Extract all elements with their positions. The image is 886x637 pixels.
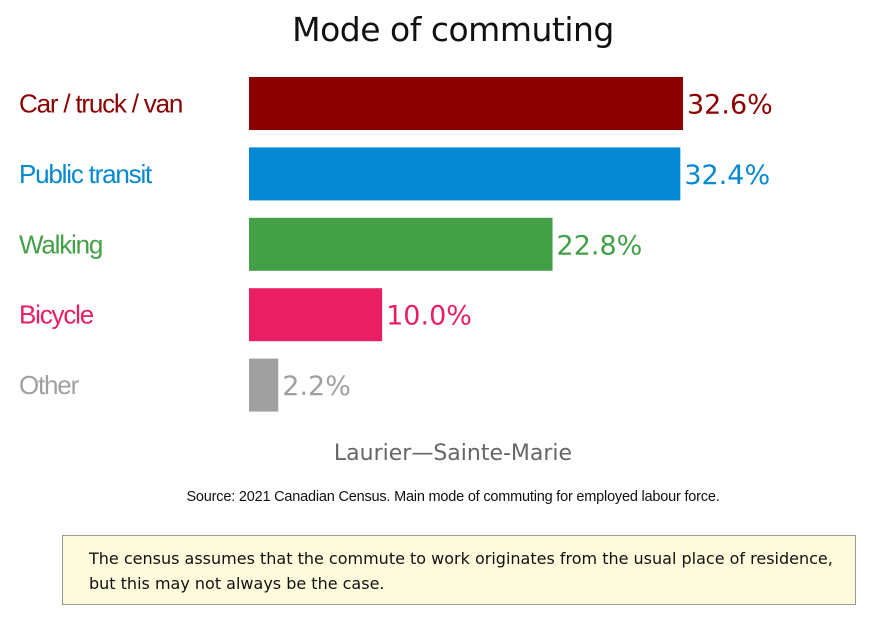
value-label-public-transit: 32.4% — [684, 160, 770, 191]
value-label-bicycle: 10.0% — [386, 301, 472, 332]
source-note: Source: 2021 Canadian Census. Main mode … — [186, 489, 720, 505]
bar-public-transit — [249, 147, 681, 201]
chart-subtitle: Laurier—Sainte-Marie — [333, 441, 573, 466]
value-label-walking: 22.8% — [557, 230, 643, 261]
census-note-box: The census assumes that the commute to w… — [62, 535, 856, 605]
category-label-car-truck-van: Car / truck / van — [19, 89, 182, 119]
category-label-other: Other — [19, 370, 80, 400]
value-label-other: 2.2% — [282, 371, 351, 402]
bar-car-truck-van — [249, 77, 683, 130]
chart-title: Mode of commuting — [292, 10, 614, 49]
bar-chart: Car / truck / van 32.6% Public transit 32.4… — [19, 77, 773, 412]
bar-bicycle — [249, 288, 383, 342]
value-label-car-truck-van: 32.6% — [687, 90, 773, 121]
category-label-public-transit: Public transit — [19, 159, 153, 189]
category-label-walking: Walking — [19, 229, 102, 259]
bar-other — [249, 358, 279, 412]
bar-walking — [249, 217, 553, 271]
census-note-text: The census assumes that the commute to w… — [89, 549, 833, 593]
category-label-bicycle: Bicycle — [19, 300, 94, 330]
